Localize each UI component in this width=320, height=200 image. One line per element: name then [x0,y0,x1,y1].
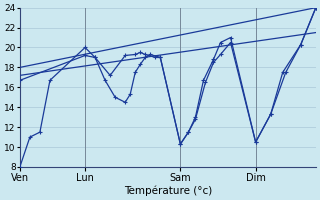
X-axis label: Température (°c): Température (°c) [124,185,212,196]
